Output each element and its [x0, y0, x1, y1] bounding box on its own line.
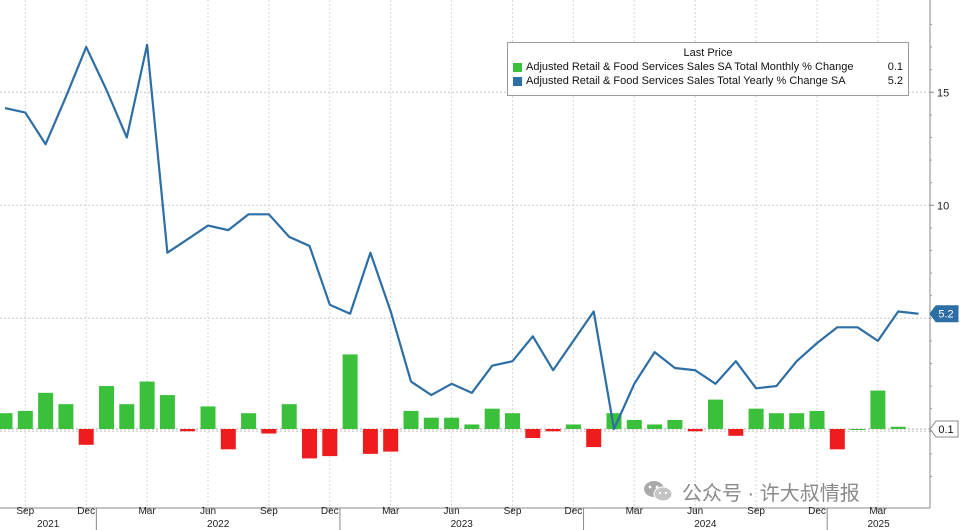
bar	[626, 419, 642, 429]
bar	[261, 429, 277, 434]
bar	[383, 429, 399, 452]
bar	[322, 429, 338, 457]
bar	[890, 426, 906, 429]
bar	[17, 410, 33, 429]
bar	[444, 417, 460, 429]
bar	[545, 429, 561, 432]
bar	[78, 429, 94, 445]
monthly-bars	[0, 354, 906, 459]
legend-swatch-monthly	[513, 63, 522, 72]
bar	[423, 417, 439, 429]
x-tick-label: Dec	[321, 506, 339, 517]
bar	[505, 413, 520, 429]
last-value-tag-label: 0.1	[938, 424, 953, 436]
bar	[809, 410, 825, 429]
bar	[870, 390, 886, 429]
bar	[829, 429, 845, 450]
bar	[464, 424, 480, 429]
year-label: 2025	[867, 519, 890, 530]
bar	[119, 404, 135, 429]
bar	[525, 429, 541, 439]
bar	[139, 381, 155, 429]
bar	[748, 408, 764, 429]
year-label: 2024	[694, 519, 717, 530]
x-tick-label: Dec	[77, 506, 95, 517]
bar	[403, 410, 419, 429]
x-tick-label: Dec	[808, 506, 826, 517]
last-value-tag-yearly: 5.2	[929, 305, 959, 323]
bar	[180, 429, 196, 432]
x-tick-label: Sep	[747, 506, 765, 517]
legend: Last Price Adjusted Retail & Food Servic…	[507, 42, 909, 96]
y-tick-label: 15	[937, 87, 949, 99]
legend-value-yearly: 5.2	[887, 75, 903, 87]
legend-label-yearly: Adjusted Retail & Food Services Sales To…	[526, 75, 846, 87]
x-tick-label: Sep	[16, 506, 34, 517]
bar	[99, 386, 114, 429]
bar	[728, 429, 744, 436]
x-tick-label: Jun	[687, 506, 703, 517]
x-tick-label: Jun	[200, 506, 216, 517]
bar	[667, 419, 683, 429]
bar	[241, 413, 257, 429]
x-tick-label: Dec	[565, 506, 583, 517]
yearly-line-path	[4, 43, 919, 431]
yearly-line	[4, 43, 919, 431]
bar	[0, 413, 13, 429]
y-axis: 15 10 5.2 0.1	[929, 0, 959, 508]
legend-header: Last Price	[683, 47, 733, 59]
bar	[768, 413, 784, 429]
bar	[302, 429, 317, 459]
x-tick-label: Mar	[626, 506, 644, 517]
bar	[586, 429, 602, 448]
wechat-icon	[644, 481, 673, 502]
bar	[220, 429, 236, 450]
bar	[342, 354, 358, 429]
year-label: 2023	[451, 519, 474, 530]
bar	[789, 413, 805, 429]
last-value-tag-box	[929, 420, 959, 438]
watermark-text: 公众号 · 许大叔情报	[682, 482, 860, 505]
bar	[281, 404, 297, 429]
legend-swatch-yearly	[513, 77, 522, 86]
x-tick-label: Mar	[869, 506, 887, 517]
bar	[647, 424, 663, 429]
watermark: 公众号 · 许大叔情报	[642, 476, 860, 506]
x-tick-label: Sep	[504, 506, 522, 517]
legend-entry-yearly: Adjusted Retail & Food Services Sales To…	[508, 74, 908, 88]
last-value-tag-monthly: 0.1	[929, 420, 959, 438]
y-tick-label: 10	[937, 200, 949, 212]
bar	[708, 399, 723, 429]
last-value-tag-label: 5.2	[938, 309, 953, 321]
bar	[38, 392, 54, 429]
bar	[687, 429, 703, 432]
bar	[159, 395, 175, 429]
legend-entry-monthly: Adjusted Retail & Food Services Sales SA…	[508, 60, 908, 74]
x-tick-label: Mar	[138, 506, 156, 517]
bar	[200, 406, 216, 429]
bar	[484, 408, 500, 429]
year-label: 2021	[37, 519, 60, 530]
legend-value-monthly: 0.1	[887, 61, 903, 73]
bar	[362, 429, 378, 454]
last-value-tag-box	[929, 305, 959, 323]
bar	[606, 413, 622, 429]
x-tick-label: Sep	[260, 506, 278, 517]
x-tick-label: Jun	[444, 506, 460, 517]
bar	[58, 404, 74, 429]
legend-label-monthly: Adjusted Retail & Food Services Sales SA…	[526, 61, 854, 73]
bar	[565, 424, 581, 429]
x-axis: Sep Dec Mar Jun Sep Dec Mar Jun Sep Dec Mar Jun Sep D…	[0, 506, 930, 530]
x-tick-label: Mar	[382, 506, 400, 517]
bar	[850, 429, 866, 430]
year-label: 2022	[207, 519, 230, 530]
